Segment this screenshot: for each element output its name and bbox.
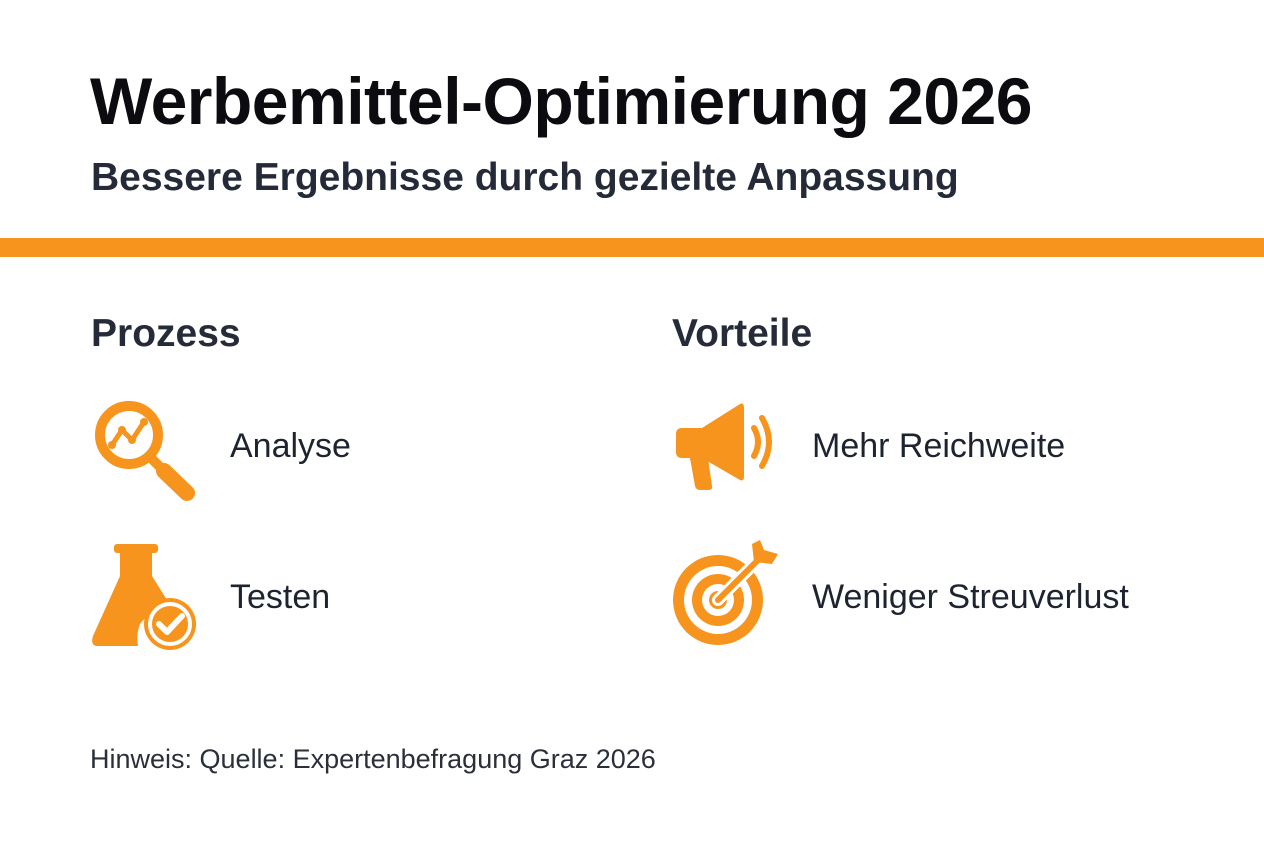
process-item-analyse: Analyse <box>230 427 351 465</box>
accent-divider <box>0 238 1264 257</box>
magnifier-chart-icon <box>88 392 198 502</box>
benefit-item-reichweite: Mehr Reichweite <box>812 427 1066 465</box>
target-arrow-icon <box>668 540 778 650</box>
flask-check-icon <box>88 542 198 652</box>
page-subtitle: Bessere Ergebnisse durch gezielte Anpass… <box>91 156 959 199</box>
process-heading: Prozess <box>91 312 241 355</box>
process-item-testen: Testen <box>230 578 331 616</box>
benefit-item-streuverlust: Weniger Streuverlust <box>812 578 1129 616</box>
megaphone-icon <box>668 394 778 504</box>
page-title: Werbemittel-Optimierung 2026 <box>90 64 1033 138</box>
source-note: Hinweis: Quelle: Expertenbefragung Graz … <box>90 744 656 774</box>
benefits-heading: Vorteile <box>672 312 813 355</box>
